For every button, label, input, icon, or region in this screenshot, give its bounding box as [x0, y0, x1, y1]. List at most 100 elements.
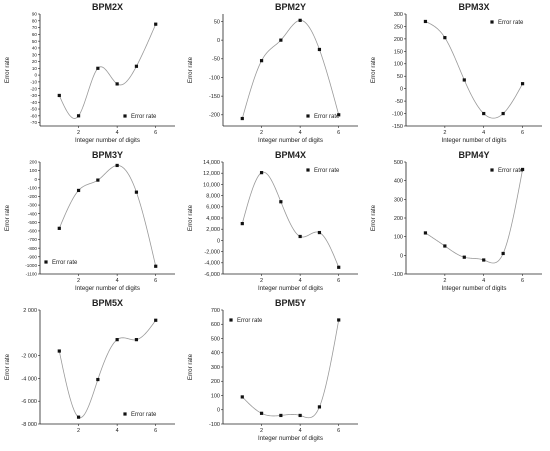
y-tick-label: 50: [214, 19, 220, 25]
y-tick-label: 50: [397, 74, 403, 80]
x-axis-label: Integer number of digits: [258, 137, 323, 144]
y-tick-label: -6 000: [21, 399, 37, 405]
y-tick-label: -600: [28, 229, 38, 234]
y-tick-label: 10: [32, 66, 38, 71]
y-tick-label: 100: [394, 235, 403, 241]
x-tick-label: 4: [482, 130, 485, 136]
y-tick-label: -70: [30, 120, 37, 125]
y-tick-label: -8 000: [21, 422, 37, 428]
y-tick-label: 500: [394, 160, 403, 166]
data-point: [279, 200, 283, 204]
y-tick-label: -50: [30, 107, 37, 112]
x-tick-label: 2: [443, 278, 446, 284]
x-axis-label: Integer number of digits: [441, 285, 506, 292]
y-tick-label: 80: [32, 18, 38, 23]
data-point: [317, 47, 322, 52]
y-tick-label: -400: [28, 211, 38, 216]
y-tick-label: -60: [30, 113, 37, 118]
y-tick-label: -500: [28, 220, 38, 225]
data-point: [298, 234, 302, 239]
data-point: [57, 226, 61, 230]
data-point: [154, 318, 158, 322]
data-point: [76, 114, 81, 118]
chart-title: BPM3X: [458, 2, 489, 12]
data-point: [279, 413, 283, 418]
data-point: [501, 111, 505, 116]
y-tick-label: 90: [32, 12, 38, 17]
y-tick-label: 150: [394, 49, 403, 55]
x-tick-label: 2: [77, 428, 80, 434]
chart-title: BPM4Y: [458, 150, 489, 160]
y-tick-label: -40: [30, 100, 37, 105]
y-tick-label: 10,000: [203, 182, 220, 188]
y-tick-label: 300: [394, 12, 403, 18]
data-point: [279, 38, 283, 42]
panel-bpm2y: BPM2Y -200 -150 -100 -50 0 50 2 4 6 Integer number…: [183, 0, 366, 148]
y-tick-label: -100: [392, 272, 403, 278]
y-tick-label: -100: [28, 185, 38, 190]
y-tick-label: 200: [211, 379, 220, 385]
y-tick-label: 2 000: [23, 308, 37, 314]
y-tick-label: 500: [211, 336, 220, 342]
data-point: [520, 167, 525, 172]
data-point: [57, 349, 61, 353]
series-line: [58, 24, 157, 119]
y-tick-label: 200: [394, 37, 403, 43]
y-tick-label: -900: [28, 254, 38, 259]
y-tick-label: -4,000: [204, 261, 220, 267]
y-tick-label: 100: [29, 168, 37, 173]
data-point: [240, 116, 244, 121]
x-axis-label: Integer number of digits: [75, 285, 140, 292]
data-point: [501, 251, 505, 256]
legend-label: Error rate: [52, 260, 78, 266]
data-point: [134, 64, 139, 68]
chart-bpm3x: BPM3X -150 -100 -50 0 50 100 150 200 250 300 2 4 6 Int…: [370, 2, 542, 144]
legend-label: Error rate: [314, 168, 340, 174]
y-tick-label: 300: [394, 197, 403, 203]
data-point: [154, 264, 158, 268]
data-point: [482, 111, 486, 116]
data-point: [423, 19, 428, 24]
series-line: [241, 19, 340, 119]
y-axis-label: Error rate: [370, 56, 377, 83]
x-tick-label: 6: [154, 130, 157, 136]
chart-title: BPM2Y: [275, 2, 306, 12]
y-tick-label: 40: [32, 46, 38, 51]
y-tick-label: 20: [32, 59, 38, 64]
x-tick-label: 6: [337, 130, 340, 136]
y-tick-label: -2,000: [204, 250, 220, 256]
y-tick-label: -800: [28, 246, 38, 251]
y-tick-label: 6,000: [206, 205, 220, 211]
data-point: [317, 405, 322, 409]
chart-bpm4x: BPM4X -6,000 -4,000 -2,000 0 2,000 4,000 6,000 8…: [187, 150, 358, 292]
y-tick-label: -4 000: [21, 376, 37, 382]
y-tick-label: -10: [30, 79, 37, 84]
x-tick-label: 6: [337, 278, 340, 284]
data-point: [115, 163, 119, 168]
data-point: [337, 265, 341, 269]
data-point: [115, 338, 119, 342]
chart-title: BPM3Y: [92, 150, 123, 160]
data-point: [134, 338, 139, 342]
legend-marker: [490, 168, 494, 172]
x-axis-label: Integer number of digits: [258, 285, 323, 292]
y-tick-label: -1100: [26, 272, 38, 277]
chart-bpm3y: BPM3Y-1100-1000-900-800-700-600-500-400-…: [4, 150, 175, 292]
y-tick-label: -50: [212, 57, 220, 63]
y-tick-label: -100: [392, 111, 403, 117]
legend-label: Error rate: [498, 20, 524, 26]
x-tick-label: 4: [299, 130, 302, 136]
x-tick-label: 4: [116, 278, 119, 284]
data-point: [423, 231, 428, 235]
data-point: [482, 258, 486, 262]
y-tick-label: 70: [32, 25, 38, 30]
y-tick-label: -100: [209, 75, 220, 81]
y-axis-label: Error rate: [4, 204, 11, 231]
data-point: [96, 377, 100, 382]
y-tick-label: 400: [211, 351, 220, 357]
data-point: [443, 244, 447, 248]
legend-marker: [123, 114, 127, 118]
legend-marker: [490, 20, 494, 24]
y-tick-label: 4,000: [206, 216, 220, 222]
legend-marker: [306, 114, 310, 118]
